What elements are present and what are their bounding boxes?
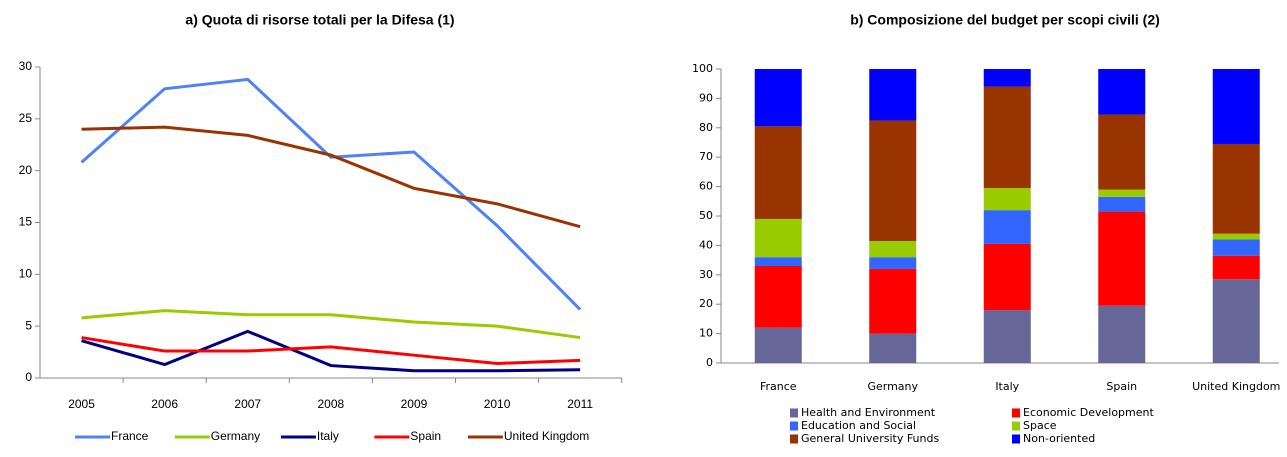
legend-label: Non-oriented [1023,432,1095,445]
chart: a) Quota di risorse totali per la Difesa… [19,12,623,443]
bar-segment [869,257,917,269]
y-tick-label: 100 [692,62,713,75]
line-series [81,125,581,229]
legend-label: Italy [317,429,339,443]
y-tick-label: 0 [25,370,32,384]
legend-label: Education and Social [801,419,916,432]
legend-label: Economic Development [1023,406,1154,419]
y-tick-label: 30 [19,59,33,73]
x-tick-label: 2009 [401,397,428,411]
bar-segment [869,333,917,363]
bar-segment [983,243,1031,311]
legend-label: France [111,429,149,443]
bar-segment [1212,69,1260,144]
bar-segment [754,257,802,266]
bar-segment [754,126,802,219]
legend-swatch [790,421,798,431]
y-tick-label: 15 [19,215,33,229]
bar-segment [1098,211,1146,306]
legend-swatch [1012,434,1020,444]
y-tick-label: 25 [19,111,33,125]
bar-segment [1098,196,1146,212]
bar-segment [983,69,1031,87]
legend-label: Germany [211,429,260,443]
legend-swatch [790,434,798,444]
bar-segment [1212,239,1260,256]
bar-segment [1212,233,1260,240]
bar-segment [983,86,1031,189]
chart: b) Composizione del budget per scopi civ… [692,12,1280,445]
y-tick-label: 0 [706,356,713,369]
legend-label: Space [1023,419,1057,432]
y-tick-label: 90 [699,91,713,104]
bar-segment [754,69,802,127]
y-tick-label: 20 [19,163,33,177]
y-tick-label: 20 [699,297,713,310]
x-tick-label: 2006 [151,397,178,411]
legend-swatch [1012,421,1020,431]
bar-segment [754,218,802,258]
legend-label: Spain [410,429,441,443]
bar-segment [983,188,1031,211]
x-tick-label: 2005 [68,397,95,411]
y-tick-label: 30 [699,268,713,281]
y-tick-label: 10 [19,267,33,281]
y-tick-label: 10 [699,327,713,340]
bar-segment [869,69,917,121]
legend-swatch [790,408,798,418]
x-tick-label: France [760,380,797,393]
bar-segment [869,120,917,241]
y-tick-label: 5 [25,318,32,332]
x-tick-label: United Kingdom [1192,380,1280,393]
bar-segment [1212,279,1260,363]
x-tick-label: Italy [995,380,1019,393]
line-series [80,77,582,311]
bar-segment [869,240,917,258]
x-tick-label: 2008 [317,397,344,411]
bar-segment [754,327,802,363]
legend-label: United Kingdom [504,429,589,443]
bar-segment [1098,189,1146,197]
legend-label: Health and Environment [801,406,936,419]
y-tick-label: 70 [699,150,713,163]
bar-segment [983,210,1031,244]
bar-segment [1212,143,1260,234]
x-tick-label: Spain [1106,380,1137,393]
x-tick-label: Germany [867,380,918,393]
bar-segment [1212,255,1260,280]
line-series [81,309,581,340]
bar-segment [1098,305,1146,363]
bar-segment [754,265,802,328]
legend-swatch [1012,408,1020,418]
x-tick-label: 2011 [567,397,593,411]
bar-segment [1098,69,1146,115]
x-tick-label: 2007 [234,397,261,411]
chart-title: a) Quota di risorse totali per la Difesa… [185,12,454,28]
y-tick-label: 50 [699,209,713,222]
bar-segment [869,268,917,334]
x-tick-label: 2010 [484,397,511,411]
y-tick-label: 80 [699,121,713,134]
bar-segment [983,310,1031,363]
bar-segment [1098,114,1146,190]
y-tick-label: 60 [699,180,713,193]
legend-label: General University Funds [801,432,939,445]
line-series [81,329,581,373]
line-series [81,336,581,365]
y-tick-label: 40 [699,238,713,251]
chart-title: b) Composizione del budget per scopi civ… [850,12,1160,28]
